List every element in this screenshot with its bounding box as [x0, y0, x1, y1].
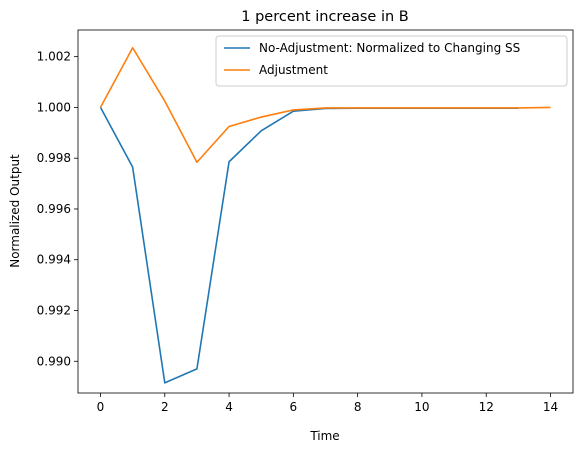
y-axis-ticks: 0.990 0.992 0.994 0.996 0.998 1.000 1.002	[37, 50, 78, 368]
x-tick-label: 2	[161, 400, 169, 414]
x-tick-label: 0	[97, 400, 105, 414]
x-axis-ticks: 0 2 4 6 8 10 12 14	[97, 393, 558, 414]
y-tick-label: 0.994	[37, 253, 71, 267]
chart-title: 1 percent increase in B	[241, 9, 408, 25]
y-axis-label: Normalized Output	[8, 154, 22, 268]
y-tick-label: 0.998	[37, 151, 71, 165]
legend-label-no-adjustment: No-Adjustment: Normalized to Changing SS	[259, 41, 520, 55]
x-tick-label: 4	[225, 400, 233, 414]
x-tick-label: 10	[414, 400, 429, 414]
x-axis-label: Time	[309, 429, 339, 443]
series-line-no-adjustment	[99, 107, 519, 384]
legend-box	[215, 35, 568, 87]
y-tick-label: 0.990	[37, 354, 71, 368]
series-line-adjustment	[99, 46, 551, 164]
y-tick-label: 0.996	[37, 202, 71, 216]
plot-frame	[77, 29, 574, 394]
x-tick-label: 14	[543, 400, 558, 414]
x-tick-label: 8	[354, 400, 362, 414]
y-tick-label: 1.002	[37, 50, 71, 64]
legend: No-Adjustment: Normalized to Changing SS…	[215, 35, 568, 87]
x-tick-label: 12	[479, 400, 494, 414]
x-tick-label: 6	[290, 400, 298, 414]
y-tick-label: 1.000	[37, 100, 71, 114]
legend-label-adjustment: Adjustment	[259, 63, 328, 77]
series-layer	[99, 46, 551, 384]
y-tick-label: 0.992	[37, 304, 71, 318]
